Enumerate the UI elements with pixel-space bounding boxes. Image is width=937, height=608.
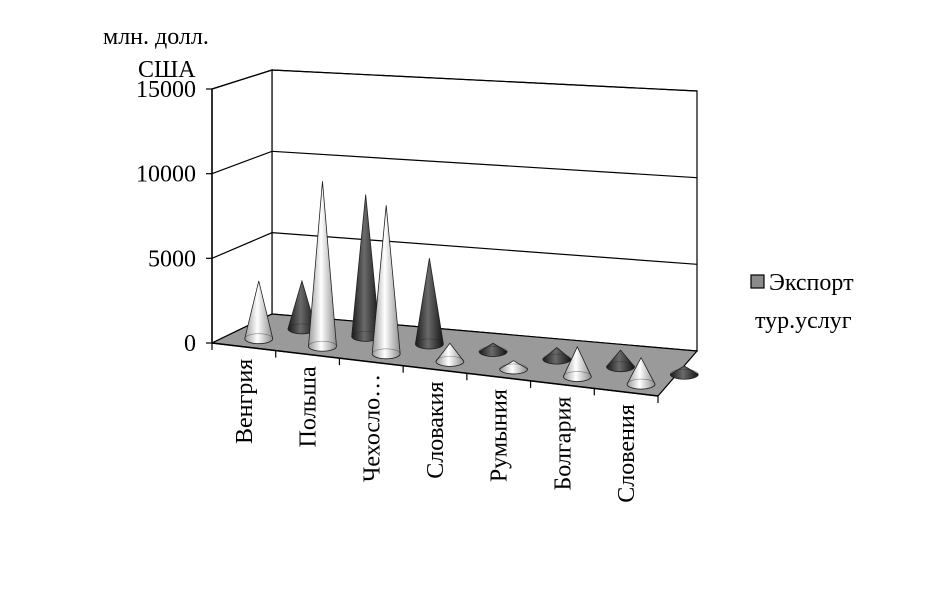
y-tick-label: 5000 <box>148 246 196 272</box>
cone-series1 <box>626 356 656 390</box>
x-tick-label: Словакия <box>423 382 449 479</box>
legend: Экспорт тур.услуг <box>750 270 854 334</box>
legend-swatch <box>750 274 765 289</box>
cone-series2 <box>478 342 508 357</box>
cone-series1 <box>308 181 337 352</box>
x-axis-line <box>211 342 659 397</box>
y-tick-label: 0 <box>184 331 196 357</box>
cone-series2 <box>414 258 444 350</box>
cone-series1 <box>562 345 592 382</box>
y-tick-label: 10000 <box>136 162 196 188</box>
x-tick-label: Словения <box>614 404 640 503</box>
y-axis-label-line2: США <box>138 57 196 83</box>
y-axis-label-line1: млн. долл. <box>103 24 209 50</box>
cone-series1 <box>499 360 529 375</box>
gridline <box>211 232 698 265</box>
x-tick-label: Польша <box>296 366 322 447</box>
x-tick-label: Чехосло… <box>359 374 385 482</box>
chart-walls <box>209 69 699 397</box>
gridline <box>211 150 698 179</box>
cone-series2 <box>542 347 572 365</box>
x-tick-label: Венгрия <box>232 359 258 444</box>
x-axis-ticks: Венгрия Польша Чехосло… Словакия Румыния Болг… <box>211 343 659 503</box>
cone-series2 <box>669 365 699 380</box>
cone-series1 <box>244 280 274 345</box>
legend-label-line1: Экспорт <box>769 270 854 296</box>
legend-label-line2: тур.услуг <box>755 308 852 334</box>
cone-series1 <box>435 342 465 367</box>
y-tick-label: 15000 <box>136 77 196 103</box>
y-axis-ticks: 0 5000 10000 15000 <box>136 77 212 357</box>
cone-series1 <box>371 205 401 360</box>
x-tick-label: Болгария <box>550 397 576 491</box>
gridline <box>211 69 698 92</box>
cone-series2 <box>606 349 635 373</box>
cones <box>244 181 699 390</box>
back-wall <box>271 69 698 352</box>
gridlines <box>211 69 698 265</box>
x-tick-label: Румыния <box>487 389 513 482</box>
